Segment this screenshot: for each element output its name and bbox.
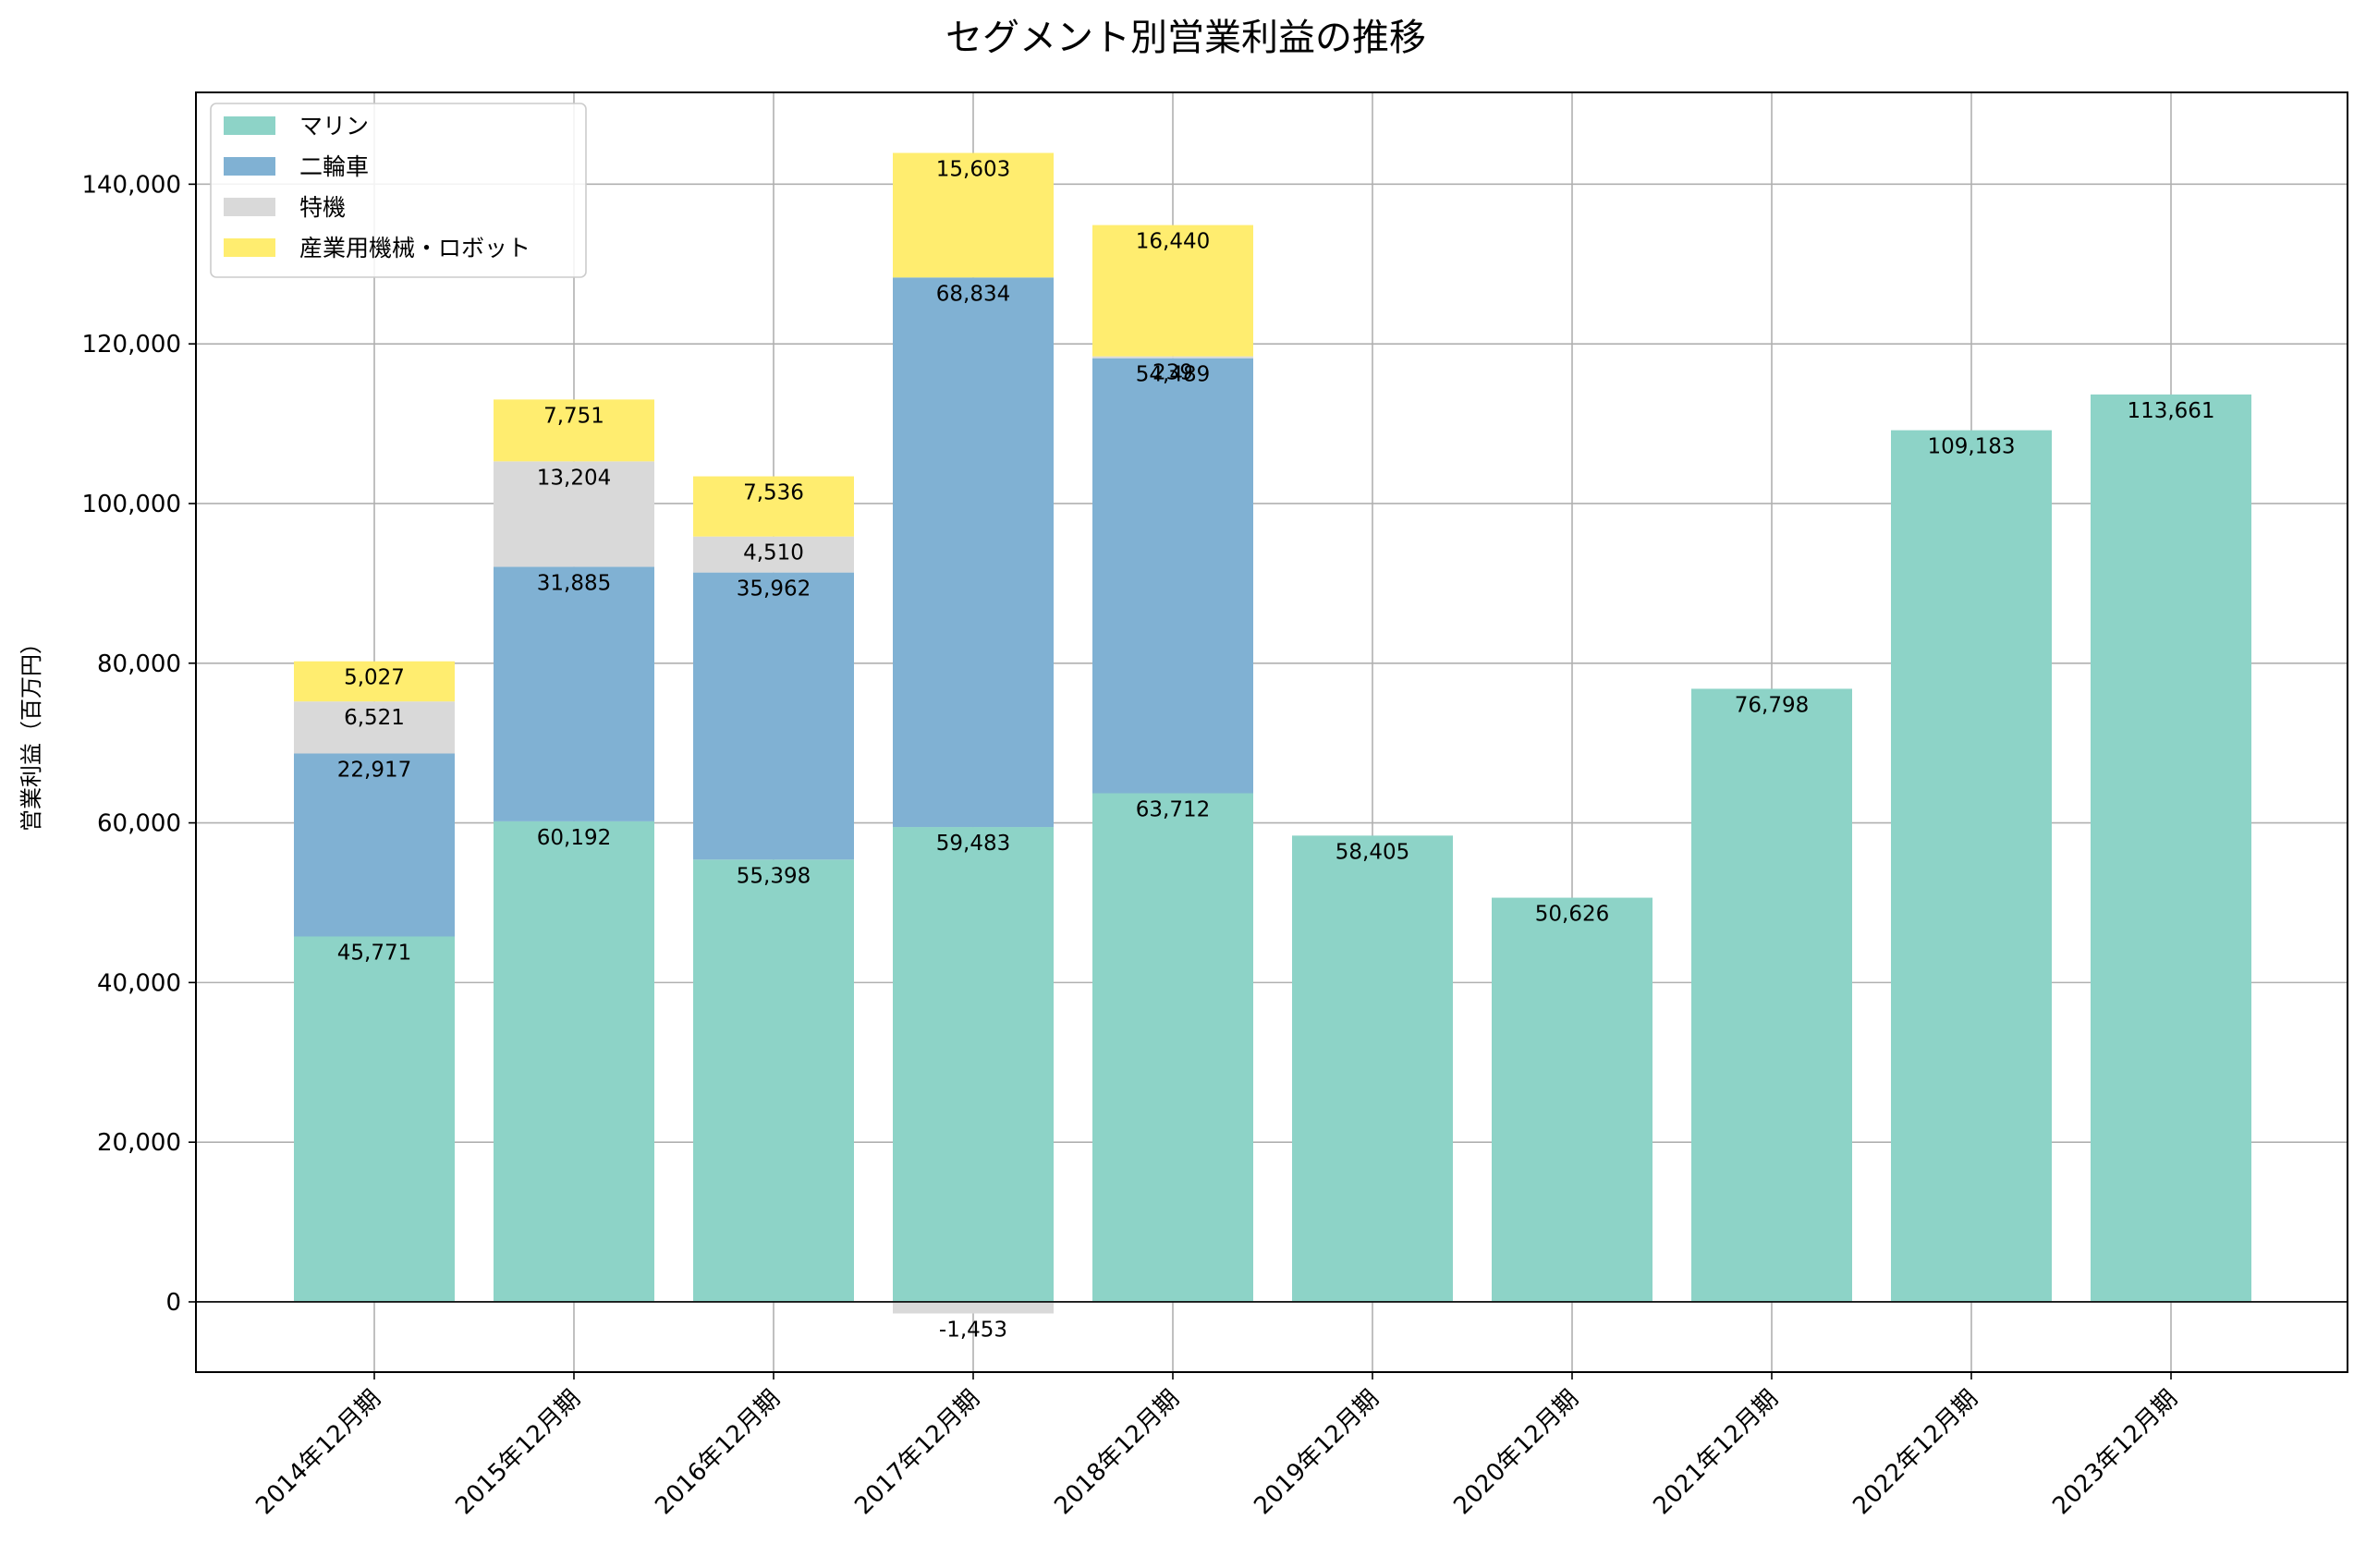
legend-box <box>210 103 587 278</box>
bar <box>294 701 455 754</box>
x-tick-label: 2020年12月期 <box>1448 1385 1584 1521</box>
data-label: 5,027 <box>344 666 405 690</box>
data-label: 16,440 <box>1136 230 1210 254</box>
y-axis-label: 営業利益（百万円） <box>18 632 44 832</box>
bar <box>693 536 854 573</box>
legend-label: 特機 <box>299 194 346 221</box>
bar <box>893 152 1054 278</box>
data-label: 22,917 <box>337 758 411 782</box>
bar <box>1092 225 1253 357</box>
data-label: 60,192 <box>537 826 611 850</box>
data-label: 15,603 <box>936 157 1010 181</box>
x-tick-label: 2019年12月期 <box>1249 1385 1384 1521</box>
data-label: 4,510 <box>743 541 804 565</box>
bar <box>693 859 854 1302</box>
bar <box>693 572 854 860</box>
x-tick-label: 2014年12月期 <box>250 1385 386 1521</box>
y-tick-label: 80,000 <box>97 650 181 678</box>
y-tick-label: 0 <box>165 1289 181 1317</box>
bar <box>1492 897 1653 1302</box>
legend-swatch <box>224 198 275 216</box>
bar <box>1891 430 2052 1302</box>
bars <box>294 152 2251 1314</box>
x-tick-label: 2023年12月期 <box>2047 1385 2183 1521</box>
bar <box>2091 394 2251 1302</box>
bar <box>1292 835 1453 1302</box>
data-label: 54,489 <box>1136 363 1210 387</box>
data-label: 55,398 <box>737 864 811 888</box>
data-labels: 45,771 60,192 55,398 59,483 63,712 58,405 50,6… <box>337 157 2215 1342</box>
data-label: -1,453 <box>939 1319 1007 1343</box>
x-tick-label: 2018年12月期 <box>1049 1385 1185 1521</box>
legend-label: マリン <box>299 113 369 140</box>
x-tick-label: 2015年12月期 <box>450 1385 586 1521</box>
bar <box>294 936 455 1302</box>
data-label: 239 <box>1153 361 1193 385</box>
bar <box>494 399 654 462</box>
data-label: 50,626 <box>1535 903 1609 927</box>
y-axis-ticks: 0 20,000 40,000 60,000 80,000 100,000 120,000 1… <box>81 171 196 1317</box>
bar <box>1092 356 1253 359</box>
y-tick-label: 20,000 <box>97 1129 181 1157</box>
legend-label: 産業用機械・ロボット <box>299 235 531 261</box>
data-label: 7,536 <box>743 481 804 505</box>
y-tick-label: 100,000 <box>81 491 181 518</box>
bar <box>494 461 654 567</box>
bar <box>494 820 654 1302</box>
data-label: 109,183 <box>1927 435 2015 459</box>
x-tick-label: 2021年12月期 <box>1648 1385 1784 1521</box>
data-label: 7,751 <box>543 404 604 428</box>
legend-label: 二輪車 <box>299 153 369 180</box>
data-label: 113,661 <box>2127 399 2214 423</box>
data-label: 68,834 <box>936 282 1010 306</box>
data-label: 31,885 <box>537 571 611 595</box>
bar <box>1092 358 1253 794</box>
bar <box>1691 688 1852 1302</box>
data-label: 59,483 <box>936 832 1010 856</box>
bar <box>893 827 1054 1302</box>
bar <box>1092 793 1253 1302</box>
data-label: 45,771 <box>337 942 411 966</box>
legend-swatch <box>224 116 275 135</box>
data-label: 35,962 <box>737 577 811 602</box>
bar <box>893 1301 1054 1314</box>
plot-frame <box>195 91 2348 1373</box>
y-tick-label: 40,000 <box>97 969 181 997</box>
data-label: 13,204 <box>537 466 611 490</box>
bar <box>893 277 1054 828</box>
y-tick-label: 140,000 <box>81 171 181 199</box>
x-tick-label: 2022年12月期 <box>1848 1385 1983 1521</box>
legend-swatch <box>224 238 275 257</box>
bar <box>294 753 455 937</box>
x-tick-label: 2016年12月期 <box>650 1385 786 1521</box>
x-tick-label: 2017年12月期 <box>849 1385 985 1521</box>
y-tick-label: 60,000 <box>97 810 181 838</box>
x-axis-ticks: 2014年12月期 2015年12月期 2016年12月期 2017年12月期 2018… <box>250 1372 2183 1520</box>
data-label: 6,521 <box>344 706 405 730</box>
data-label: 76,798 <box>1735 693 1809 717</box>
data-label: 58,405 <box>1335 840 1409 864</box>
bar <box>294 661 455 702</box>
chart-title: セグメント別営業利益の推移 <box>945 17 1426 59</box>
data-label: 63,712 <box>1136 797 1210 821</box>
bar <box>494 566 654 821</box>
bar <box>693 476 854 537</box>
y-tick-label: 120,000 <box>81 331 181 359</box>
legend-swatch <box>224 157 275 176</box>
